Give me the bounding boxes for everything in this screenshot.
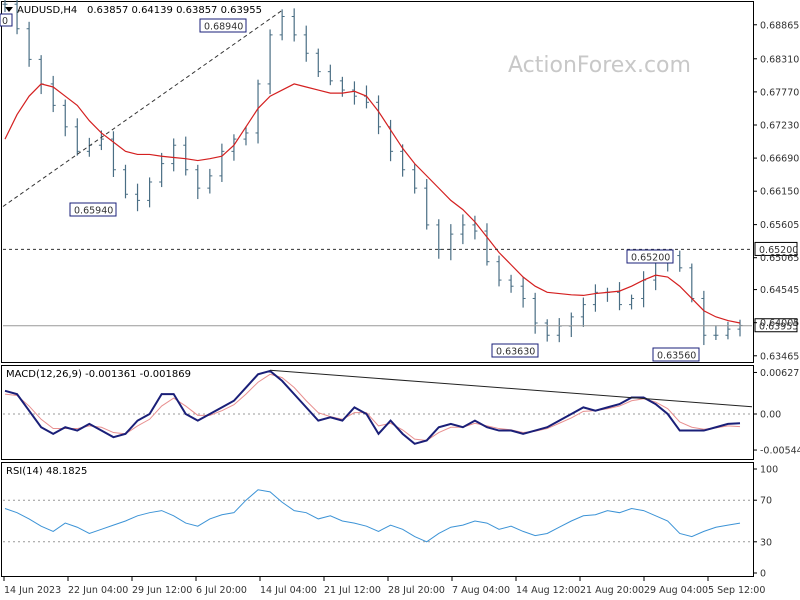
price-annotation-box [491,343,539,358]
time-axis-label: 14 Jun 2023 [4,585,61,596]
price-axis-label: 0.67230 [760,120,799,131]
price-axis-label: 0.68865 [760,20,799,31]
dashed-trendline [2,9,283,207]
rsi-axis-label: 100 [760,465,778,476]
rsi-layer [3,489,752,543]
time-axis-label: 14 Jul 04:00 [260,585,317,596]
symbol-label: AUDUSD,H4 [17,5,77,16]
time-axis-label: 22 Jun 04:00 [68,585,128,596]
ohlc-label: 0.63857 0.64139 0.63857 0.63955 [87,5,262,16]
price-layer: 0.65200 0.63955 0.68940 0.65940 0.65200 0.636… [0,0,798,362]
price-panel-frame [1,1,754,363]
price-level-tag [754,318,798,333]
time-axis-label: 21 Aug 20:00 [580,585,644,596]
time-axis-label: 28 Jul 20:00 [388,585,445,596]
time-axis-label: 29 Jun 12:00 [132,585,192,596]
axis-layer: 0.68865 0.68310 0.67770 0.67230 0.66690 0.661… [3,20,800,596]
moving-average-line [4,83,741,324]
price-axis-label: 0.65065 [760,253,799,264]
time-axis-label: 7 Aug 04:00 [452,585,510,596]
price-level-tag-label: 0.65200 [759,245,798,256]
rsi-axis-label: 30 [760,537,772,548]
time-axis-label: 14 Aug 12:00 [516,585,580,596]
time-axis-label: 21 Jul 12:00 [324,585,381,596]
price-axis-label: 0.68310 [760,54,799,65]
edge-annotation-box [0,13,13,27]
macd-line [4,369,741,445]
time-axis-label: 29 Aug 04:00 [644,585,708,596]
rsi-panel-frame [1,462,754,577]
price-annotation-label: 0.63560 [657,351,696,362]
rsi-title: RSI(14) 48.1825 [6,466,87,477]
price-level-tag [754,241,798,256]
macd-signal-line [4,373,741,441]
price-axis-label: 0.65605 [760,220,799,231]
price-annotation-label: 0.65200 [631,253,670,264]
price-axis-label: 0.66150 [760,187,799,198]
macd-panel-frame [1,365,754,460]
dropdown-arrow-icon[interactable] [5,7,13,12]
macd-layer [3,369,753,445]
edge-annotation-fragment: 0 [2,16,8,27]
price-annotation-box [626,249,674,264]
price-level-tag-label: 0.63955 [759,321,798,332]
price-axis-label: 0.63465 [760,351,799,362]
price-axis-label: 0.67770 [760,87,799,98]
macd-axis-label: 0.00 [760,409,781,420]
macd-axis-label: 0.006275 [760,368,800,379]
rsi-line [4,489,741,543]
price-axis-label: 0.64545 [760,285,799,296]
price-annotation-label: 0.68940 [204,22,243,33]
price-annotation-box [652,347,700,362]
time-axis-label: 6 Jul 20:00 [196,585,247,596]
price-annotation-box [69,202,117,217]
macd-axis-label: -0.005446 [760,446,800,457]
price-annotation-label: 0.63630 [496,347,535,358]
price-annotation-label: 0.65940 [74,206,113,217]
price-axis-label: 0.66690 [760,154,799,165]
rsi-axis-label: 0 [760,569,766,580]
rsi-axis-label: 70 [760,496,772,507]
watermark: ActionForex.com [508,53,691,78]
price-axis-label: 0.64005 [760,318,799,329]
macd-trendline [270,369,753,408]
price-annotation-box [199,18,247,33]
macd-title: MACD(12,26,9) -0.001361 -0.001869 [6,369,191,380]
time-axis-label: 5 Sep 12:00 [708,585,765,596]
